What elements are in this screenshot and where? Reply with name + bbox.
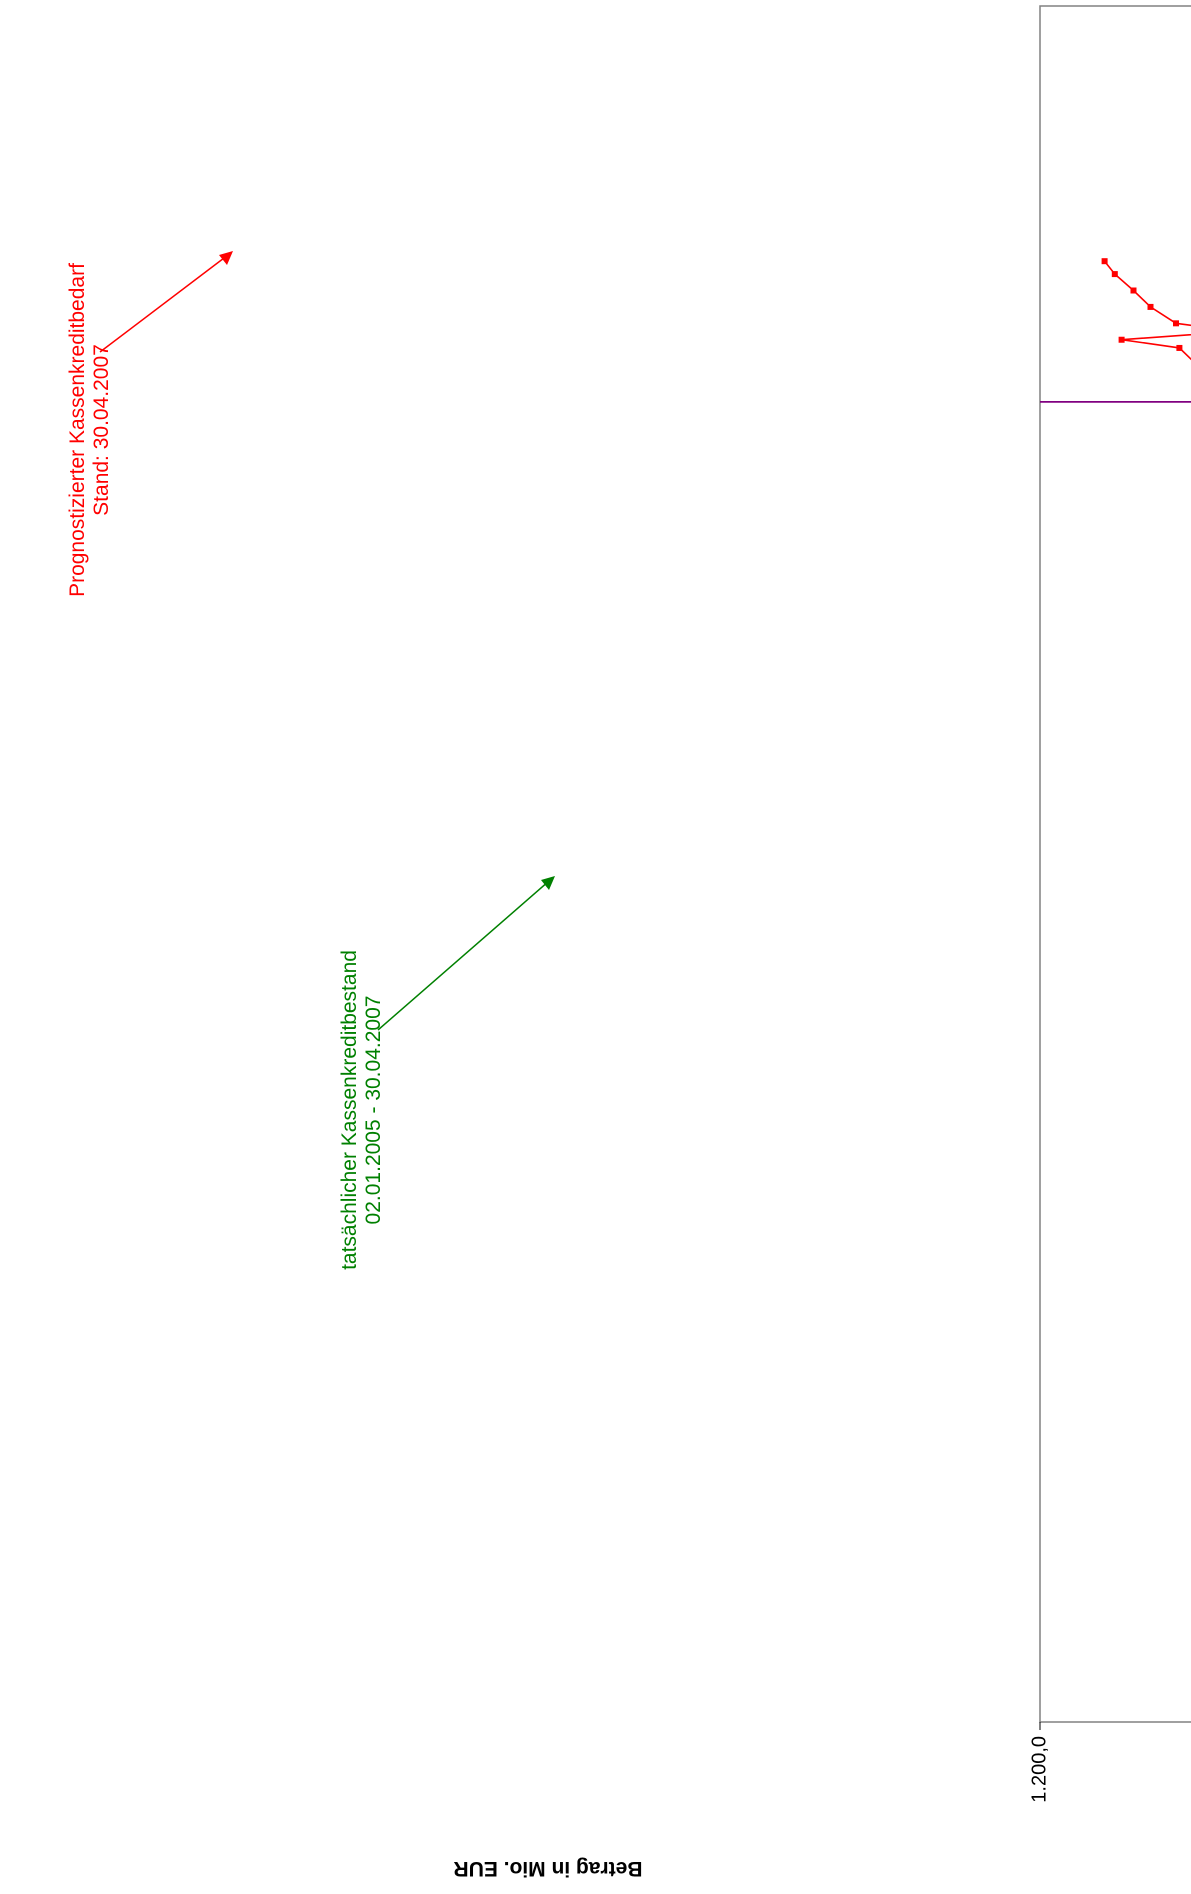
data-point	[1176, 344, 1183, 351]
forecast-label-line1: Prognostizierter Kassenkreditbedarf	[66, 263, 89, 597]
y-tick-label: 1.200,0	[1028, 1736, 1050, 1803]
data-point	[1101, 258, 1108, 265]
data-point	[1118, 336, 1125, 343]
data-point	[1173, 320, 1179, 327]
y-axis-ticks: 600,0700,0800,0900,01.000,01.100,01.200,…	[1028, 1722, 1050, 1803]
forecast-arrowhead	[219, 251, 233, 265]
plot-area: 01.01.200501.03.200501.05.200501.07.2005…	[1028, 5, 1191, 1803]
data-point	[1111, 271, 1118, 278]
actual-annotation: tatsächlicher Kassenkreditbestand 02.01.…	[338, 876, 555, 1270]
data-point	[1147, 303, 1154, 310]
actual-arrow	[377, 880, 550, 1031]
forecast-label-line2: Stand: 30.04.2007	[90, 344, 113, 516]
y-axis-label: Betrag in Mio. EUR	[453, 1857, 642, 1880]
actual-arrowhead	[541, 876, 555, 890]
actual-label-line2: 02.01.2005 - 30.04.2007	[362, 996, 385, 1225]
series-layer	[1101, 258, 1191, 727]
forecast-annotation: Prognostizierter Kassenkreditbedarf Stan…	[66, 251, 233, 597]
plot-frame	[1039, 5, 1191, 1723]
series-line-2	[1103, 260, 1191, 727]
forecast-arrow	[99, 254, 229, 353]
actual-label-line1: tatsächlicher Kassenkreditbestand	[338, 950, 361, 1270]
data-point	[1130, 287, 1137, 294]
